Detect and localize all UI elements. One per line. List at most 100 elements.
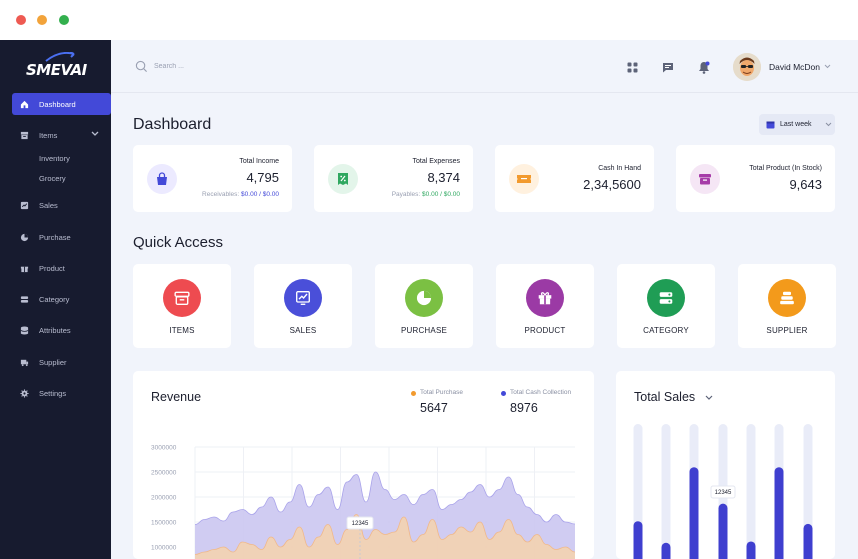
sidebar-item-product[interactable]: Product <box>12 257 111 279</box>
category-icon <box>647 279 685 317</box>
stat-value: 2,34,5600 <box>583 177 641 192</box>
sidebar-item-label: Purchase <box>39 232 71 242</box>
main-content: David McDon Dashboard Last week Total In… <box>111 40 858 559</box>
stat-card-total-income[interactable]: Total Income 4,795 Receivables: $0.00 / … <box>133 145 292 212</box>
quick-access-sales[interactable]: SALES <box>254 264 352 348</box>
date-range-select[interactable]: Last week <box>759 114 835 135</box>
receipt-icon <box>328 164 358 194</box>
sidebar-item-purchase[interactable]: Purchase <box>12 226 111 248</box>
y-tick-label: 1000000 <box>151 545 177 552</box>
gift-icon <box>526 279 564 317</box>
sales-bar[interactable] <box>689 467 699 559</box>
stat-title: Total Product (In Stock) <box>749 165 822 172</box>
truck-icon <box>18 356 30 368</box>
line-series-cash-collection <box>194 471 576 525</box>
quick-access-label: SALES <box>289 326 317 335</box>
chat-icon[interactable] <box>661 60 675 74</box>
avatar[interactable] <box>733 53 761 81</box>
quick-access-label: SUPPLIER <box>766 326 808 335</box>
gift-icon <box>18 262 30 274</box>
sidebar-item-label: Dashboard <box>39 99 76 109</box>
bar-track <box>661 424 671 559</box>
stat-card-total-product[interactable]: Total Product (In Stock) 9,643 <box>676 145 835 212</box>
sidebar-subitem-grocery[interactable]: Grocery <box>39 174 66 183</box>
sidebar-item-sales[interactable]: Sales <box>12 194 111 216</box>
stat-sub-value: $0.00 / $0.00 <box>241 191 279 198</box>
sales-bar[interactable] <box>633 521 643 559</box>
search-box[interactable] <box>135 60 274 73</box>
quick-access-supplier[interactable]: SUPPLIER <box>738 264 836 348</box>
brand-logo[interactable]: SMEVAI <box>26 52 87 82</box>
legend-label-purchase: Total Purchase <box>420 389 463 396</box>
sidebar-item-supplier[interactable]: Supplier <box>12 351 111 373</box>
area-series-purchase <box>195 514 575 559</box>
user-name[interactable]: David McDon <box>769 62 821 72</box>
stat-title: Total Expenses <box>412 158 460 165</box>
logo-text: SMEVAI <box>26 61 87 79</box>
stat-title: Total Income <box>239 158 279 165</box>
page-title: Dashboard <box>133 116 212 133</box>
minimize-window-button[interactable] <box>37 15 47 25</box>
sales-bar[interactable] <box>774 467 784 559</box>
sidebar-item-items[interactable]: Items <box>12 124 111 146</box>
chevron-down-icon[interactable] <box>705 395 713 401</box>
ticket-icon <box>509 164 539 194</box>
chart-up-icon <box>284 279 322 317</box>
quick-access-items[interactable]: ITEMS <box>133 264 231 348</box>
window-titlebar <box>0 0 858 40</box>
quick-access-label: PURCHASE <box>400 326 448 335</box>
sales-bar[interactable] <box>718 503 728 559</box>
sidebar-item-category[interactable]: Category <box>12 288 111 310</box>
stat-value: 4,795 <box>246 170 279 185</box>
bag-icon <box>147 164 177 194</box>
archive-icon <box>690 164 720 194</box>
maximize-window-button[interactable] <box>59 15 69 25</box>
chevron-down-icon <box>825 122 831 127</box>
sidebar-subitem-inventory[interactable]: Inventory <box>39 154 70 163</box>
quick-access-purchase[interactable]: PURCHASE <box>375 264 473 348</box>
stack-icon <box>768 279 806 317</box>
quick-access-label: PRODUCT <box>524 326 566 335</box>
quick-access-label: CATEGORY <box>643 326 689 335</box>
quick-access-label: ITEMS <box>169 326 195 335</box>
tooltip-value: 12345 <box>352 521 369 527</box>
total-sales-panel: Total Sales 12345 <box>616 371 835 559</box>
total-sales-title: Total Sales <box>634 390 696 404</box>
sidebar-item-settings[interactable]: Settings <box>12 382 111 404</box>
revenue-area-chart[interactable]: 1000000 1500000 2000000 2500000 3000000 12345 <box>133 371 594 559</box>
sidebar-item-label: Supplier <box>39 357 67 367</box>
sidebar-item-label: Product <box>39 263 65 273</box>
topbar: David McDon <box>111 40 858 93</box>
sidebar: SMEVAI Dashboard Items Inventory Grocery… <box>0 40 111 559</box>
sidebar-item-label: Attributes <box>39 325 71 335</box>
sidebar-item-label: Settings <box>39 388 67 398</box>
close-window-button[interactable] <box>16 15 26 25</box>
y-tick-label: 2500000 <box>151 470 177 477</box>
total-sales-bar-chart[interactable]: 12345 <box>616 371 835 559</box>
category-icon <box>18 293 30 305</box>
quick-access-category[interactable]: CATEGORY <box>617 264 715 348</box>
bar-track <box>746 424 756 559</box>
chevron-down-icon[interactable] <box>824 64 831 69</box>
quick-access-product[interactable]: PRODUCT <box>496 264 594 348</box>
calendar-icon <box>766 121 775 129</box>
revenue-panel: Revenue Total Purchase 5647 Total Cash C… <box>133 371 594 559</box>
sales-tooltip: 12345 <box>710 485 736 499</box>
search-input[interactable] <box>154 63 274 70</box>
logo-swoosh-icon <box>45 52 75 62</box>
legend-value-cash-collection: 8976 <box>510 401 538 415</box>
stat-card-total-expenses[interactable]: Total Expenses 8,374 Payables: $0.00 / $… <box>314 145 473 212</box>
sales-bar[interactable] <box>803 523 813 559</box>
gear-icon <box>18 387 30 399</box>
grid-icon[interactable] <box>625 60 639 74</box>
tooltip-value: 12345 <box>715 490 732 496</box>
stat-sub-label: Payables: <box>391 191 421 198</box>
stat-card-cash-in-hand[interactable]: Cash In Hand 2,34,5600 <box>495 145 654 212</box>
sales-bar[interactable] <box>746 541 756 559</box>
sidebar-item-attributes[interactable]: Attributes <box>12 319 111 341</box>
tooltip-box <box>710 485 736 499</box>
sales-bar[interactable] <box>661 542 671 559</box>
legend-value-purchase: 5647 <box>420 401 448 415</box>
bell-icon[interactable] <box>697 60 711 74</box>
sidebar-item-dashboard[interactable]: Dashboard <box>12 93 111 115</box>
